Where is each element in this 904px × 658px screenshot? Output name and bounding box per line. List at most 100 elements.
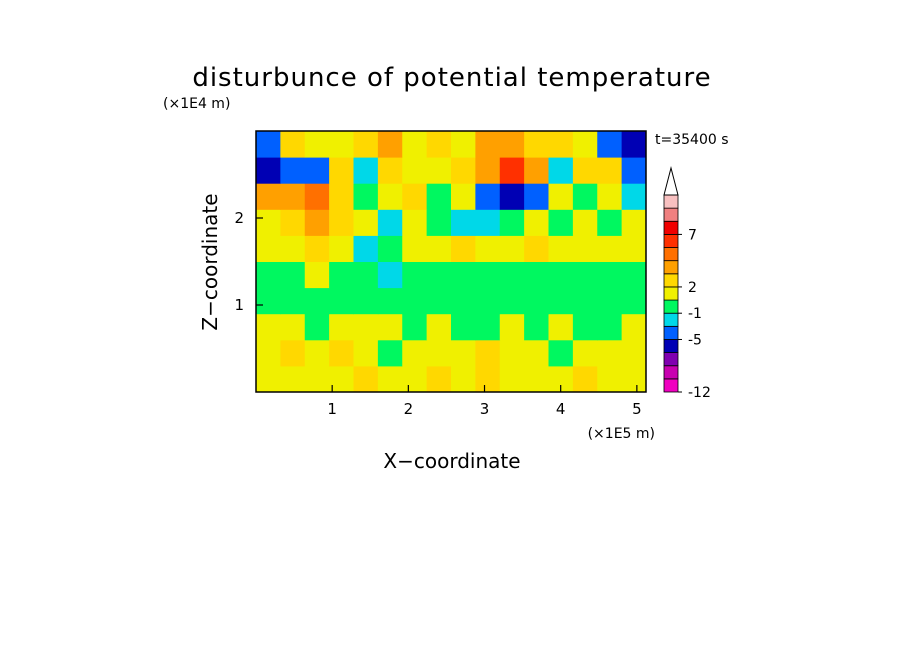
contour-cell [548,183,574,210]
contour-cell [329,339,354,367]
contour-cell [402,313,428,341]
contour-cell [256,339,281,367]
contour-cell [499,131,525,158]
contour-cell [548,261,574,289]
contour-cell [329,261,354,289]
contour-cell [572,157,598,184]
contour-cell [256,209,281,236]
contour-cell [426,339,452,367]
contour-cell [280,339,306,367]
colorbar-tick-label: 2 [688,280,697,296]
contour-cell [304,131,330,158]
contour-cell [304,157,330,184]
contour-cell [597,209,623,236]
contour-cell [475,209,501,236]
contour-cell [426,365,452,393]
contour-cell [451,131,476,158]
contour-cell [451,157,476,184]
contour-cell [402,339,428,367]
contour-cell [256,287,281,315]
contour-cell [377,313,403,341]
contour-cell [548,339,574,367]
contour-cell [621,261,647,289]
y-tick-label: 2 [234,209,244,227]
contour-cell [597,183,623,210]
colorbar-tick-label: -1 [688,306,702,322]
contour-cell [377,209,403,236]
contour-cell [329,209,354,236]
contour-cell [402,365,428,393]
contour-cell [572,209,598,236]
contour-cell [597,339,623,367]
contour-cell [499,209,525,236]
contour-cell [353,261,379,289]
contour-cell [451,261,476,289]
contour-cell [280,235,306,262]
contour-cell [377,261,403,289]
contour-cell [377,131,403,158]
contour-cell [256,183,281,210]
contour-cell [499,313,525,341]
y-unit: (×1E4 m) [163,96,230,112]
contour-cell [256,235,281,262]
contour-cell [621,365,647,393]
contour-cell [304,287,330,315]
colorbar-tick-label: -12 [688,385,711,401]
contour-cell [499,157,525,184]
contour-cell [572,131,598,158]
contour-cell [475,183,501,210]
contour-cell [451,209,476,236]
contour-cell [280,313,306,341]
colorbar-segment [663,273,679,288]
colorbar-segment [663,312,679,327]
contour-cell [329,131,354,158]
contour-cell [329,365,354,393]
contour-cell [572,261,598,289]
time-annotation: t=35400 s [655,132,729,148]
contour-cell [621,209,647,236]
contour-cell [572,339,598,367]
contour-cell [304,313,330,341]
colorbar-extension [663,166,679,196]
contour-cell [451,287,476,315]
chart-title: disturbunce of potential temperature [192,63,711,93]
contour-cell [621,287,647,315]
contour-cell [499,183,525,210]
y-axis-label: Z−coordinate [198,193,222,330]
contour-cell [280,261,306,289]
contour-cell [524,313,549,341]
colorbar-segment [663,352,679,367]
contour-cell [426,235,452,262]
contour-cell [524,365,549,393]
contour-cell [280,209,306,236]
contour-cell [499,235,525,262]
contour-cell [426,287,452,315]
contour-cell [597,365,623,393]
contour-cell [524,339,549,367]
contour-cell [353,131,379,158]
contour-cell [329,287,354,315]
colorbar-segment [663,365,679,380]
contour-cell [572,313,598,341]
contour-cell [621,313,647,341]
contour-cell [256,313,281,341]
contour-cell [353,365,379,393]
contour-cell [475,157,501,184]
contour-cell [280,365,306,393]
contour-cell [475,365,501,393]
contour-cell [475,287,501,315]
x-unit: (×1E5 m) [588,426,655,442]
x-tick-label: 1 [327,400,337,418]
contour-cell [426,209,452,236]
contour-cell [572,235,598,262]
contour-cell [548,313,574,341]
colorbar: -12-5-127 [663,166,711,401]
contour-cell [621,157,647,184]
contour-cell [572,287,598,315]
contour-cell [426,131,452,158]
contour-cell [524,183,549,210]
contour-cell [524,287,549,315]
colorbar-segment [663,299,679,314]
colorbar-tick-label: -5 [688,332,702,348]
